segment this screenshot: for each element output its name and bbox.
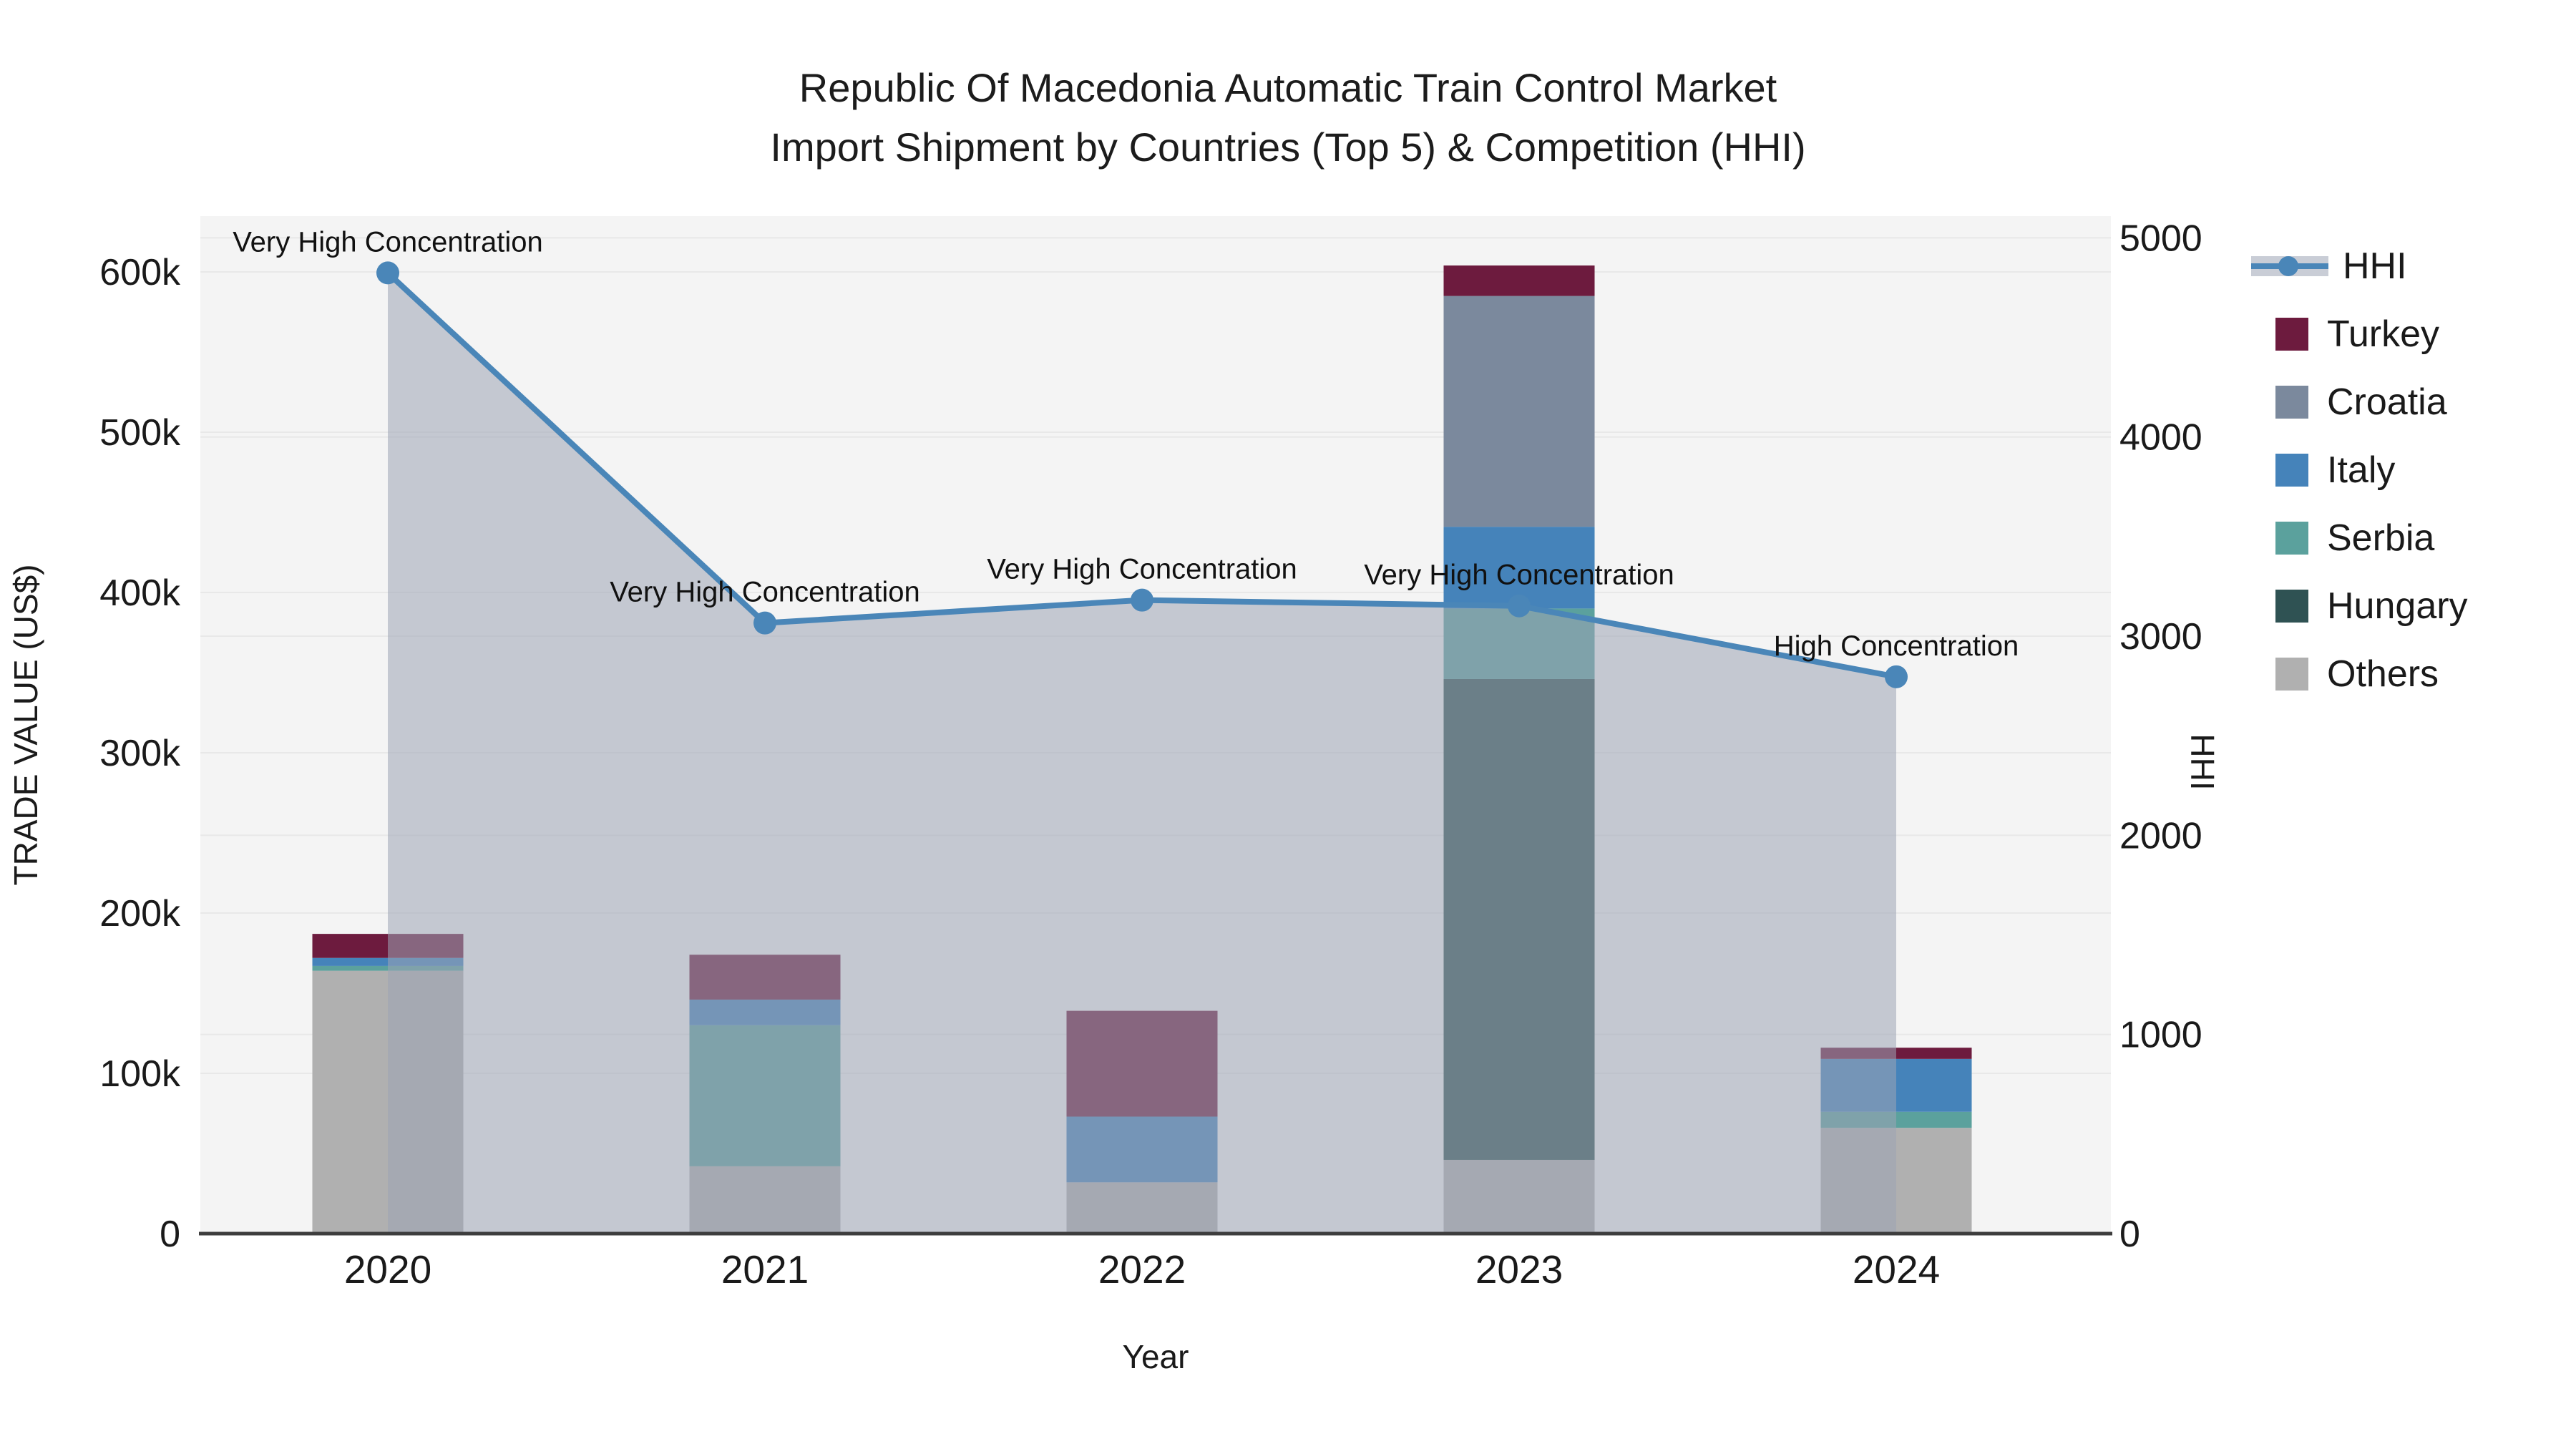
annotation-2020: Very High Concentration (233, 226, 543, 258)
legend-label: Serbia (2327, 517, 2435, 559)
chart-title-line2: Import Shipment by Countries (Top 5) & C… (770, 124, 1806, 170)
hhi-area-fill (388, 273, 1896, 1234)
annotation-2021: Very High Concentration (610, 577, 920, 608)
left-axis-tick-label: 0 (160, 1214, 180, 1255)
right-axis-tick-label: 5000 (2119, 218, 2202, 259)
annotation-2024: High Concentration (1774, 630, 2019, 662)
legend-label: Turkey (2327, 313, 2439, 355)
hungary-swatch-icon (2275, 590, 2308, 623)
legend-item-hhi[interactable]: HHI (2251, 243, 2468, 289)
hhi-line-swatch-icon (2251, 252, 2328, 280)
chart-title-line1: Republic Of Macedonia Automatic Train Co… (799, 65, 1777, 110)
turkey-swatch-icon (2275, 318, 2308, 351)
legend-label: Italy (2327, 449, 2396, 491)
annotation-2022: Very High Concentration (987, 554, 1297, 585)
legend-item-hungary[interactable]: Hungary (2275, 583, 2468, 629)
right-axis-tick-label: 2000 (2119, 815, 2202, 857)
legend-label: Others (2327, 653, 2439, 695)
left-axis-title: TRADE VALUE (US$) (7, 564, 44, 885)
right-axis-tick-label: 3000 (2119, 616, 2202, 658)
left-axis-tick-label: 100k (99, 1053, 181, 1095)
left-axis-tick-label: 400k (99, 572, 181, 614)
right-axis-tick-label: 1000 (2119, 1015, 2202, 1056)
hhi-marker-2021[interactable] (753, 611, 776, 635)
others-swatch-icon (2275, 658, 2308, 691)
left-axis-tick-label: 500k (99, 412, 181, 454)
legend-item-turkey[interactable]: Turkey (2275, 311, 2468, 357)
x-axis-title: Year (1123, 1338, 1189, 1375)
chart-title: Republic Of Macedonia Automatic Train Co… (0, 59, 2576, 177)
hhi-marker-2020[interactable] (376, 261, 399, 285)
annotation-2023: Very High Concentration (1364, 560, 1674, 591)
legend-label: HHI (2343, 245, 2407, 287)
x-axis-tick-label: 2023 (1475, 1247, 1563, 1292)
right-axis-tick-label: 0 (2119, 1214, 2140, 1255)
bar-segment-croatia-2023[interactable] (1443, 296, 1595, 527)
hhi-marker-2024[interactable] (1885, 665, 1908, 688)
legend-item-serbia[interactable]: Serbia (2275, 515, 2468, 561)
left-axis-tick-label: 200k (99, 893, 181, 935)
legend-label: Hungary (2327, 585, 2468, 627)
croatia-swatch-icon (2275, 386, 2308, 419)
hhi-marker-2022[interactable] (1131, 588, 1153, 612)
right-axis-title: HHI (2184, 733, 2221, 790)
x-axis-tick-label: 2022 (1098, 1247, 1186, 1292)
left-axis-tick-label: 600k (99, 252, 181, 293)
hhi-marker-2023[interactable] (1508, 594, 1531, 618)
bar-segment-turkey-2023[interactable] (1443, 265, 1595, 296)
legend-label: Croatia (2327, 381, 2447, 423)
legend-item-others[interactable]: Others (2275, 651, 2468, 697)
legend: HHI Turkey Croatia Italy Serbia Hungary Others (2251, 243, 2468, 719)
legend-item-italy[interactable]: Italy (2275, 447, 2468, 493)
legend-item-croatia[interactable]: Croatia (2275, 379, 2468, 425)
x-axis-tick-label: 2021 (721, 1247, 809, 1292)
italy-swatch-icon (2275, 454, 2308, 487)
left-axis-tick-label: 300k (99, 733, 181, 774)
right-axis-tick-label: 4000 (2119, 417, 2202, 459)
x-axis-tick-label: 2024 (1853, 1247, 1940, 1292)
x-axis-tick-label: 2020 (344, 1247, 431, 1292)
serbia-swatch-icon (2275, 522, 2308, 555)
